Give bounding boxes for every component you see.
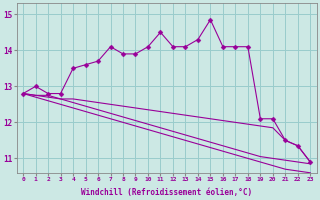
X-axis label: Windchill (Refroidissement éolien,°C): Windchill (Refroidissement éolien,°C) [81,188,252,197]
